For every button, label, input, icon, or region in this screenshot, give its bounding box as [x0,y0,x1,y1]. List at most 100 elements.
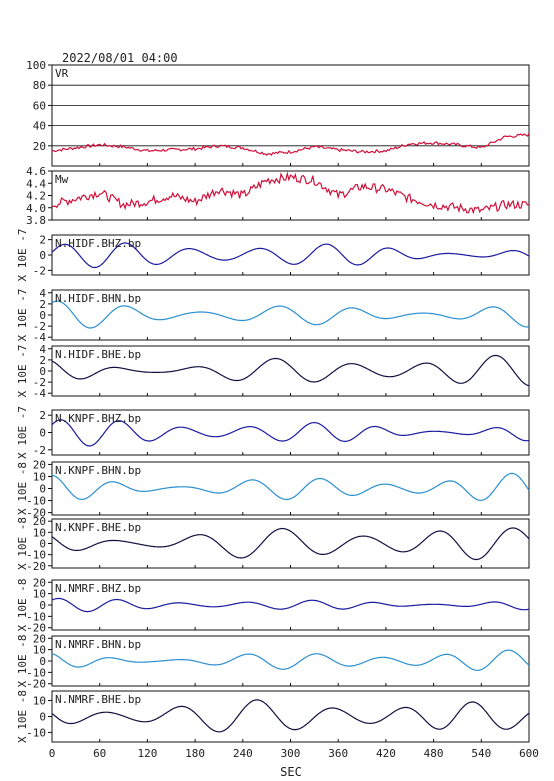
panel-title: VR [55,67,69,80]
y-tick-label: -10 [26,726,46,739]
y-tick-label: 0 [39,538,46,551]
y-tick-label: -20 [26,678,46,691]
y-tick-label: -2 [33,444,46,457]
y-tick-label: 2 [39,234,46,247]
y-tick-label: 0 [39,365,46,378]
trace-hidf-bhn [51,300,530,329]
y-tick-label: 10 [33,526,46,539]
y-tick-label: 10 [33,644,46,657]
x-tick-label: 360 [328,747,348,760]
panel-frame [51,64,530,167]
trace-hidf-bhe [51,354,530,387]
y-tick-label: 20 [33,515,46,528]
y-tick-label: 2 [39,409,46,422]
x-tick-label: 0 [49,747,56,760]
y-tick-label: -4 [33,331,47,344]
panel-title: N.KNPF.BHE.bp [55,521,141,534]
panel-title: N.KNPF.BHN.bp [55,464,141,477]
x-tick-label: 540 [471,747,491,760]
panel-hidf-bhz: 2 0 -2 X 10E -7 N.HIDF.BHZ.bp [16,229,530,281]
panel-hidf-bhn: 420-2-4 X 10E -7 N.HIDF.BHN.bp [16,287,530,344]
y-tick-label: 20 [33,576,46,589]
y-axis-label: X 10E -8 [16,635,29,688]
y-tick-label: 0 [39,427,46,440]
x-tick-label: 480 [424,747,444,760]
y-tick-label: 10 [33,470,46,483]
y-tick-label: 60 [33,99,46,112]
y-tick-label: 0 [39,655,46,668]
trace-knpf-bhz [51,419,530,447]
y-axis-label: X 10E -8 [16,462,29,515]
y-tick-label: -20 [26,560,46,573]
panel-knpf-bhz: 2 0 -2 X 10E -7 N.KNPF.BHZ.bp [16,406,530,459]
y-tick-label: -2 [33,376,46,389]
trace-hidf-bhz [51,242,530,269]
x-tick-label: 180 [185,747,205,760]
panel-title: N.HIDF.BHZ.bp [55,237,141,250]
y-tick-label: 0 [39,711,46,724]
trace-knpf-bhe [51,527,530,561]
trace-mw [51,171,530,215]
y-axis-label: X 10E -8 [16,690,29,743]
y-tick-label: 4.6 [26,165,46,178]
x-tick-label: 240 [233,747,253,760]
y-tick-label: -10 [26,610,46,623]
panel-vr: 100 80 60 40 20 VR [26,59,530,167]
y-axis-label: X 10E -7 [16,289,29,342]
x-tick-label: 60 [93,747,106,760]
x-tick-label: 420 [376,747,396,760]
y-tick-label: 20 [33,632,46,645]
x-tick-label: 600 [519,747,539,760]
y-tick-label: -20 [26,622,46,635]
y-tick-label: 10 [33,588,46,601]
y-tick-label: 40 [33,120,46,133]
y-tick-label: 2 [39,354,46,367]
x-axis: 0 60 120 180 240 300 360 420 480 540 600 [49,747,539,760]
y-tick-label: 4.0 [26,202,46,215]
y-tick-label: 0 [39,309,46,322]
y-tick-label: -10 [26,666,46,679]
panel-mw: 4.64.44.24.03.8 Mw [26,165,530,227]
panel-title: N.KNPF.BHZ.bp [55,412,141,425]
trace-knpf-bhn [51,472,530,501]
y-tick-label: 4.4 [26,177,46,190]
x-axis-label: SEC [280,765,302,779]
panel-title: N.HIDF.BHN.bp [55,292,141,305]
panel-hidf-bhe: 420-2-4 X 10E -7 N.HIDF.BHE.bp [16,343,530,400]
trace-nmrf-bhn [51,649,530,671]
y-axis-label: X 10E -7 [16,406,29,459]
y-tick-label: 4 [39,343,46,356]
y-tick-label: -10 [26,549,46,562]
y-tick-label: -4 [33,387,47,400]
y-tick-label: 2 [39,298,46,311]
trace-vr [51,133,530,156]
y-axis-label: X 10E -8 [16,579,29,632]
panel-title: N.NMRF.BHN.bp [55,638,141,651]
y-tick-label: 100 [26,59,46,72]
y-tick-label: 4.2 [26,190,46,203]
y-tick-label: 4 [39,287,46,300]
trace-nmrf-bhe [51,699,530,733]
y-axis-label: X 10E -8 [16,517,29,570]
panel-title: N.HIDF.BHE.bp [55,348,141,361]
y-tick-label: 20 [33,140,46,153]
panel-nmrf-bhe: 10 0 -10X 10E -8 N.NMRF.BHE.bp [16,690,530,743]
y-tick-label: 0 [39,483,46,496]
y-tick-label: -2 [33,264,46,277]
y-tick-label: 80 [33,79,46,92]
panel-title: Mw [55,173,69,186]
panel-title: N.NMRF.BHE.bp [55,693,141,706]
x-tick-label: 300 [281,747,301,760]
y-tick-label: -10 [26,495,46,508]
y-tick-label: -20 [26,507,46,520]
y-axis-label: X 10E -7 [16,345,29,398]
y-tick-label: 20 [33,458,46,471]
timestamp-title: 2022/08/01 04:00 [62,51,178,65]
y-tick-label: 3.8 [26,214,46,227]
panel-frame [51,170,530,221]
trace-nmrf-bhz [51,597,530,613]
